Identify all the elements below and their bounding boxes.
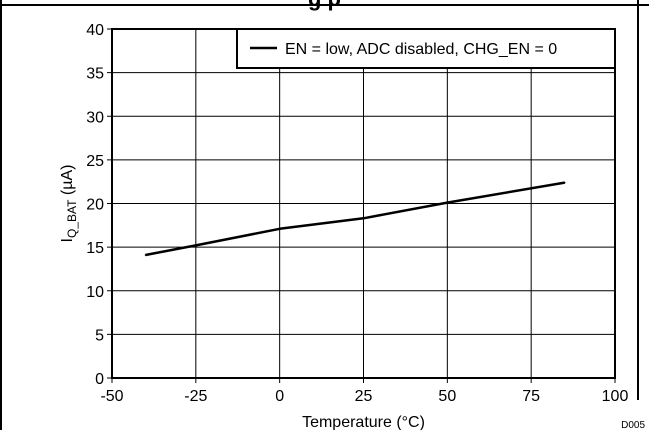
data-series: [144, 181, 566, 257]
y-axis-label-symbol: I: [59, 238, 76, 242]
y-tick-label: 0: [95, 371, 104, 388]
y-tick-label: 25: [86, 153, 104, 170]
y-tick-label: 40: [86, 22, 104, 39]
data-point: [563, 181, 566, 184]
data-point: [446, 201, 449, 204]
y-tick-label: 30: [86, 109, 104, 126]
x-tick-label: -25: [184, 388, 207, 405]
figure-code: D005: [621, 420, 645, 430]
x-tick-label: 75: [522, 388, 540, 405]
chart-title: g p: [0, 0, 649, 12]
tick-labels: -50 -25 0 25 50 75 100 0 5 10 15 20 25 30 35 40: [86, 22, 628, 405]
y-tick-label: 15: [86, 240, 104, 257]
y-axis-label-unit: (µA): [59, 165, 76, 200]
x-tick-label: 0: [275, 388, 284, 405]
y-axis-label: IQ_BAT (µA): [59, 165, 79, 243]
y-tick-label: 10: [86, 284, 104, 301]
x-tick-label: 50: [438, 388, 456, 405]
data-point: [278, 228, 281, 230]
x-axis-label: Temperature (°C): [302, 414, 425, 430]
data-point: [362, 217, 365, 220]
y-tick-label: 20: [86, 197, 104, 214]
x-tick-label: -50: [100, 388, 123, 405]
y-tick-label: 5: [95, 327, 104, 344]
data-point: [144, 254, 147, 256]
axis-labels: Temperature (°C) IQ_BAT (µA) D005: [59, 165, 645, 431]
y-tick-label: 35: [86, 66, 104, 83]
legend: EN = low, ADC disabled, CHG_EN = 0: [236, 28, 616, 69]
x-tick-label: 25: [355, 388, 373, 405]
series-line: [145, 181, 565, 257]
y-axis-label-subscript: Q_BAT: [65, 199, 79, 238]
data-point: [195, 244, 197, 247]
x-tick-label: 100: [602, 388, 629, 405]
legend-label: EN = low, ADC disabled, CHG_EN = 0: [285, 41, 557, 58]
legend-box: [236, 28, 616, 69]
